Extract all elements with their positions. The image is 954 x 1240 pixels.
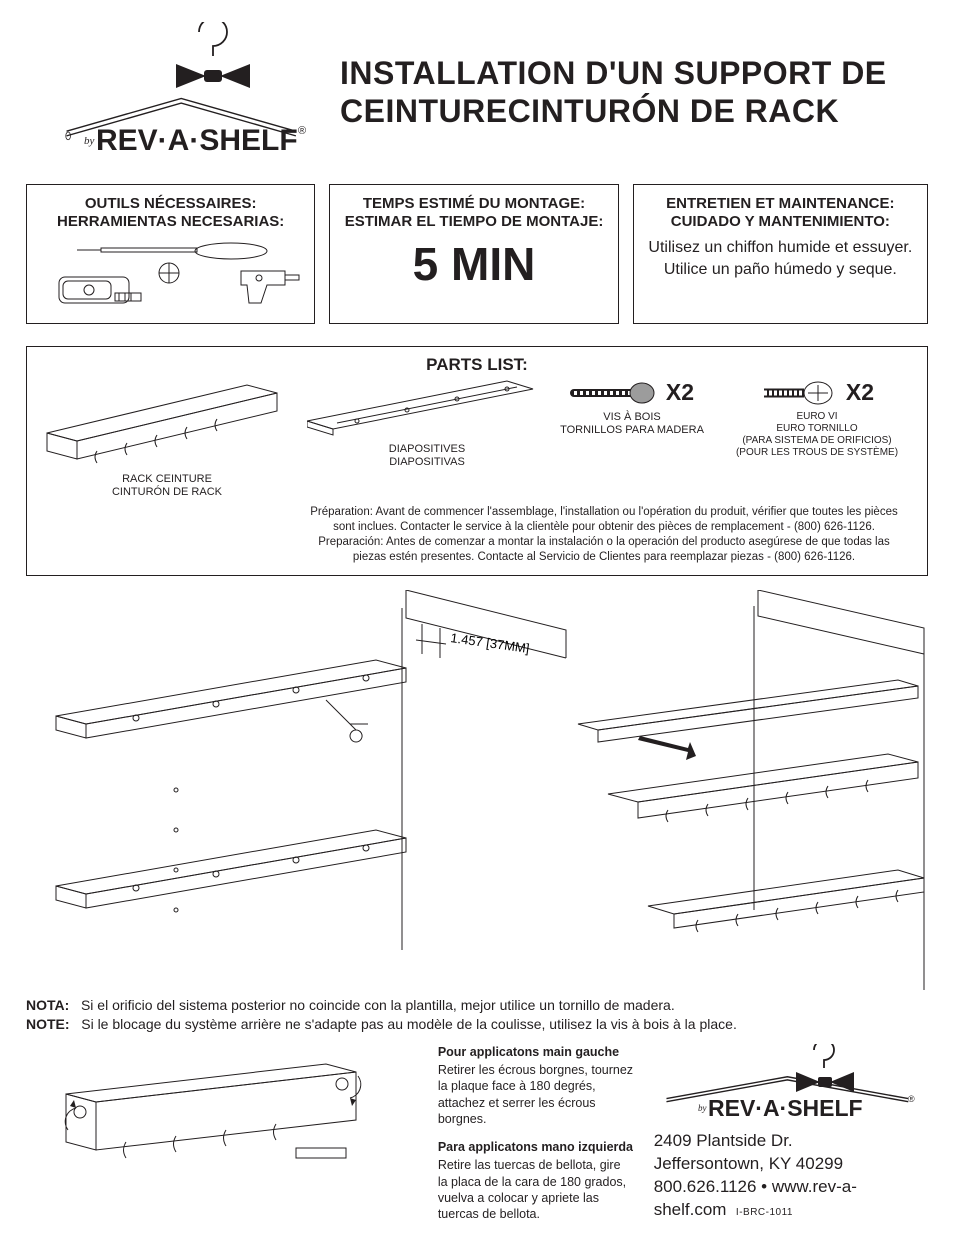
part-euroscrew: X2 EURO VI EURO TORNILLO (PARA SISTEMA D…: [717, 379, 917, 459]
lh-es-head: Para applicatons mano izquierda: [438, 1139, 634, 1155]
brand-logo-small: REV·A·SHELF by ®: [654, 1044, 924, 1122]
tools-heading-es: HERRAMIENTAS NECESARIAS:: [57, 213, 284, 230]
euro-l4: (POUR LES TROUS DE SYSTÈME): [736, 447, 898, 458]
svg-text:REV·A·SHELF: REV·A·SHELF: [96, 124, 298, 157]
woodscrew-label-es: TORNILLOS PARA MADERA: [560, 424, 704, 436]
time-box: TEMPS ESTIMÉ DU MONTAGE: ESTIMAR EL TIEM…: [329, 184, 618, 324]
lefthand-diagram: [26, 1044, 418, 1194]
doc-id: I-BRC-1011: [736, 1207, 793, 1218]
part-slides: DIAPOSITIVES DIAPOSITIVAS: [307, 379, 547, 469]
note-es-label: NOTA:: [26, 997, 69, 1013]
notes-block: NOTA: Si el orificio del sistema posteri…: [26, 996, 928, 1034]
page-title: INSTALLATION D'UN SUPPORT DE CEINTURECIN…: [340, 54, 928, 131]
prep-es: Preparación: Antes de comenzar a montar …: [318, 536, 890, 563]
euroscrew-qty: X2: [846, 379, 874, 407]
note-es-text: Si el orificio del sistema posterior no …: [81, 997, 675, 1013]
note-fr-text: Si le blocage du système arrière ne s'ad…: [81, 1016, 737, 1032]
prep-fr: Préparation: Avant de commencer l'assemb…: [310, 506, 897, 533]
slides-label-fr: DIAPOSITIVES: [389, 443, 465, 455]
care-body-es: Utilice un paño húmedo y seque.: [664, 261, 897, 278]
parts-list-box: PARTS LIST: RACK CEINTURE CINTURÓN DE RA…: [26, 346, 928, 576]
care-heading-es: CUIDADO Y MANTENIMIENTO:: [671, 213, 890, 230]
lh-fr-body: Retirer les écrous borgnes, tournez la p…: [438, 1062, 634, 1127]
tools-illustration: [39, 237, 302, 309]
euro-l3: (PARA SISTEMA DE ORIFICIOS): [742, 435, 891, 446]
addr-line2: Jeffersontown, KY 40299: [654, 1153, 928, 1176]
woodscrew-label-fr: VIS À BOIS: [603, 411, 660, 423]
tools-heading-fr: OUTILS NÉCESSAIRES:: [85, 195, 257, 212]
step-diagram-left: 1.457 [37MM]: [26, 590, 576, 990]
svg-text:by: by: [84, 135, 95, 147]
preparation-note: Préparation: Avant de commencer l'assemb…: [37, 505, 917, 565]
svg-text:®: ®: [298, 125, 306, 137]
header: REV·A·SHELF by ® INSTALLATION D'UN SUPPO…: [26, 22, 928, 162]
rack-label-es: CINTURÓN DE RACK: [112, 486, 222, 498]
lh-es-body: Retire las tuercas de bellota, gire la p…: [438, 1157, 634, 1222]
svg-text:1.457 [37MM]: 1.457 [37MM]: [450, 630, 531, 656]
lefthand-instructions: Pour applicatons main gauche Retirer les…: [438, 1044, 634, 1223]
step-diagram-right: [568, 590, 928, 990]
time-value: 5 MIN: [342, 237, 605, 291]
svg-text:REV·A·SHELF: REV·A·SHELF: [708, 1095, 863, 1121]
brand-logo: REV·A·SHELF by ®: [26, 22, 312, 162]
time-heading-es: ESTIMAR EL TIEMPO DE MONTAJE:: [345, 213, 604, 230]
care-body-fr: Utilisez un chiffon humide et essuyer.: [648, 239, 912, 256]
slides-label-es: DIAPOSITIVAS: [389, 456, 465, 468]
svg-text:by: by: [698, 1103, 707, 1113]
care-heading-fr: ENTRETIEN ET MAINTENANCE:: [666, 195, 894, 212]
part-woodscrew: X2 VIS À BOIS TORNILLOS PARA MADERA: [557, 379, 707, 437]
time-heading-fr: TEMPS ESTIMÉ DU MONTAGE:: [363, 195, 585, 212]
part-rack: RACK CEINTURE CINTURÓN DE RACK: [37, 379, 297, 499]
tools-box: OUTILS NÉCESSAIRES: HERRAMIENTAS NECESAR…: [26, 184, 315, 324]
euro-l1: EURO VI: [796, 411, 837, 422]
care-box: ENTRETIEN ET MAINTENANCE: CUIDADO Y MANT…: [633, 184, 928, 324]
contact-block: REV·A·SHELF by ® 2409 Plantside Dr. Jeff…: [654, 1044, 928, 1222]
step-diagrams: 1.457 [37MM]: [26, 590, 928, 990]
bottom-row: Pour applicatons main gauche Retirer les…: [26, 1044, 928, 1223]
note-fr-label: NOTE:: [26, 1016, 70, 1032]
rack-label-fr: RACK CEINTURE: [122, 473, 212, 485]
woodscrew-qty: X2: [666, 379, 694, 407]
addr-line1: 2409 Plantside Dr.: [654, 1130, 928, 1153]
info-row: OUTILS NÉCESSAIRES: HERRAMIENTAS NECESAR…: [26, 184, 928, 324]
lh-fr-head: Pour applicatons main gauche: [438, 1044, 634, 1060]
svg-text:®: ®: [908, 1094, 915, 1104]
parts-list-title: PARTS LIST:: [37, 355, 917, 375]
euro-l2: EURO TORNILLO: [776, 423, 857, 434]
